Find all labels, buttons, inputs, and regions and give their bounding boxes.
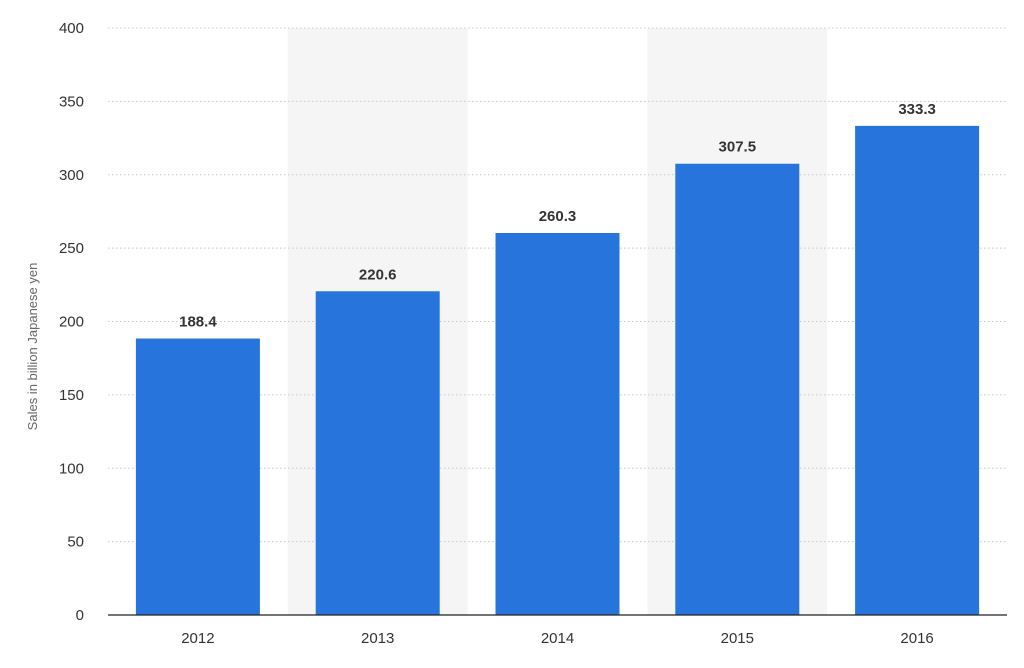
data-label-2014: 260.3 [539,208,577,225]
x-tick-label-2014: 2014 [541,630,574,647]
bar-2014 [495,233,620,615]
x-tick-label-2015: 2015 [721,630,754,647]
data-label-2012: 188.4 [179,314,217,331]
y-tick-label: 300 [59,167,84,184]
x-axis-ticks: 2012 2013 2014 2015 2016 [181,630,934,647]
y-tick-label: 250 [59,240,84,257]
y-axis-ticks: 0 50 100 150 200 250 300 350 400 [59,20,84,624]
y-tick-label: 350 [59,93,84,110]
x-tick-label-2016: 2016 [900,630,933,647]
x-tick-label-2013: 2013 [361,630,394,647]
y-tick-label: 100 [59,460,84,477]
bar-2012 [135,338,260,615]
x-tick-label-2012: 2012 [181,630,214,647]
y-tick-label: 150 [59,387,84,404]
y-tick-label: 200 [59,314,84,331]
bar-2013 [315,291,440,615]
data-label-2016: 333.3 [898,101,936,118]
bar-2015 [675,163,800,615]
data-labels: 188.4 220.6 260.3 307.5 333.3 [179,101,936,331]
bar-2016 [855,125,980,615]
y-tick-label: 50 [67,534,84,551]
bars [135,125,980,615]
data-label-2015: 307.5 [719,139,757,156]
y-tick-label: 400 [59,20,84,37]
y-axis-title: Sales in billion Japanese yen [25,263,40,431]
data-label-2013: 220.6 [359,266,397,283]
y-tick-label: 0 [76,607,84,624]
